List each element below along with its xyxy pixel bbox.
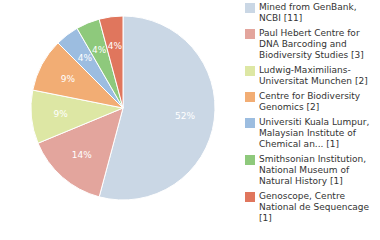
svg-text:9%: 9%	[54, 109, 69, 119]
svg-text:4%: 4%	[108, 41, 123, 51]
svg-text:4%: 4%	[92, 45, 107, 55]
svg-text:4%: 4%	[78, 53, 93, 63]
html-text:Centre for Biodiversity Genomi: Centre for Biodiversity Genomics [2]	[259, 91, 361, 112]
svg-text:9%: 9%	[61, 74, 76, 84]
svg-text:52%: 52%	[175, 111, 195, 121]
html-text:Ludwig-Maximilians-Universitat: Ludwig-Maximilians-Universitat Munchen […	[259, 65, 368, 86]
svg-text:14%: 14%	[72, 150, 92, 160]
html-text:Smithsonian Institution, Natio: Smithsonian Institution, National Museum…	[259, 154, 367, 186]
html-text:Genoscope, Centre National de: Genoscope, Centre National de Sequencage…	[259, 191, 370, 223]
html-text:Mined from GenBank, NCBI [11]: Mined from GenBank, NCBI [11]	[259, 2, 357, 23]
html-text:Paul Hebert Centre for DNA Bar: Paul Hebert Centre for DNA Barcoding and…	[259, 28, 364, 60]
html-text:Universiti Kuala Lumpur, Malay: Universiti Kuala Lumpur, Malaysian Insti…	[259, 117, 370, 149]
